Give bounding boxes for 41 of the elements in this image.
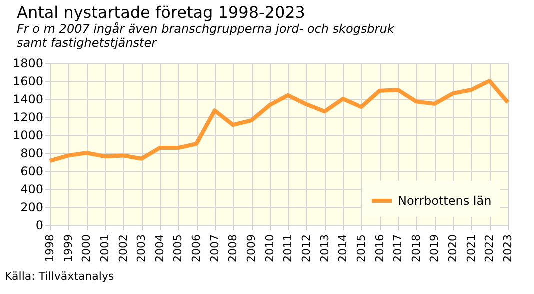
x-tick-label: 2006 — [190, 234, 204, 262]
y-tick-label: 1600 — [12, 74, 44, 88]
x-tick-label: 2022 — [483, 234, 496, 262]
chart-title: Antal nystartade företag 1998-2023 — [17, 3, 306, 22]
x-tick-label: 2005 — [172, 234, 185, 262]
y-tick-label: 800 — [20, 146, 44, 160]
y-tick-label: 0 — [36, 218, 44, 232]
y-tick-label: 1000 — [12, 128, 44, 142]
x-tick-label: 2017 — [392, 234, 405, 262]
line-series — [48, 79, 510, 164]
x-tick-label: 2010 — [263, 234, 276, 262]
y-tick-label: 1800 — [12, 56, 44, 70]
x-tick-label: 2009 — [245, 234, 258, 262]
y-tick-label: 400 — [20, 182, 44, 196]
y-tick-label: 1400 — [12, 92, 44, 106]
x-tick-label: 2023 — [502, 234, 514, 262]
x-tick-label: 1999 — [62, 234, 75, 262]
x-tick-label: 2015 — [354, 234, 368, 262]
y-tick-label: 600 — [20, 164, 44, 178]
x-tick-label: 2004 — [153, 234, 166, 262]
x-tick-label: 2012 — [300, 234, 313, 262]
x-tick-label: 2020 — [446, 234, 460, 262]
x-tick-label: 2014 — [336, 234, 350, 262]
x-tick-label: 2021 — [464, 234, 478, 262]
legend-label: Norrbottens län — [398, 194, 492, 208]
x-tick-label: 2000 — [80, 234, 94, 262]
x-tick-label: 1998 — [44, 234, 56, 262]
x-tick-label: 2008 — [226, 234, 240, 262]
x-tick-label: 2018 — [410, 234, 423, 262]
x-tick-label: 2003 — [135, 234, 148, 262]
x-tick-label: 2013 — [318, 234, 332, 262]
y-tick-label: 200 — [20, 200, 44, 214]
x-tick-label: 2001 — [98, 234, 112, 262]
chart-subtitle: Fr o m 2007 ingår även branschgrupperna jord- och skogsbruk samt fastighetstjänster — [17, 22, 396, 50]
x-tick-label: 2019 — [428, 234, 442, 262]
x-tick-label: 2007 — [208, 234, 222, 262]
y-tick-label: 1200 — [12, 110, 44, 124]
text: Källa: Tillväxtanalys — [5, 270, 114, 283]
x-tick-label: 2002 — [116, 234, 130, 262]
x-tick-label: 2016 — [373, 234, 386, 262]
x-tick-label: 2011 — [282, 234, 295, 262]
